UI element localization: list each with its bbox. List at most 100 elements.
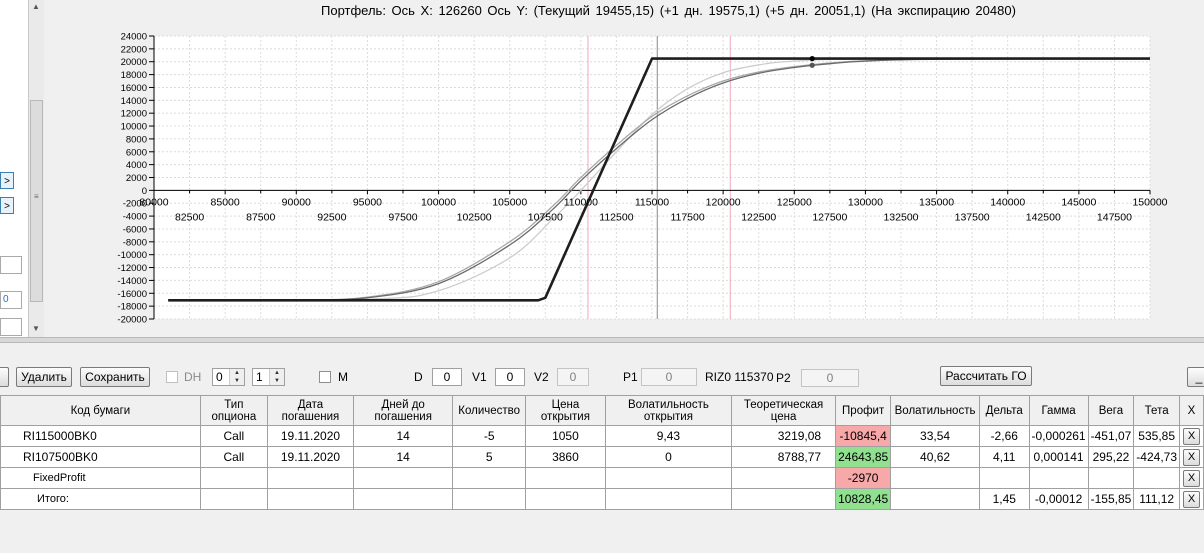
cell-date[interactable] — [266, 488, 355, 510]
toolbar-left-button[interactable] — [0, 367, 9, 387]
cell-vega[interactable]: -155,85 — [1087, 488, 1135, 510]
cell-code[interactable]: RI107500BK0 — [0, 446, 201, 468]
cell-quantity[interactable]: 5 — [452, 446, 527, 468]
header-profit[interactable]: Профит — [835, 395, 892, 426]
table-row[interactable]: RI107500BK0 Call 19.11.2020 14 5 3860 0 … — [0, 446, 1204, 468]
p1-input[interactable]: 0 — [641, 368, 697, 386]
minimize-button[interactable]: _ — [1187, 367, 1204, 387]
cell-gamma[interactable]: -0,000261 — [1028, 425, 1089, 447]
cell-date[interactable] — [266, 467, 355, 489]
cell-date[interactable]: 19.11.2020 — [266, 425, 355, 447]
cell-open-price[interactable] — [525, 488, 606, 510]
cell-code[interactable]: Итого: — [0, 488, 201, 510]
cell-theoretical-price[interactable] — [731, 488, 837, 510]
cell-code[interactable]: FixedProfit — [0, 467, 201, 489]
cell-gamma[interactable] — [1028, 467, 1089, 489]
cell-quantity[interactable] — [452, 467, 527, 489]
p2-input[interactable]: 0 — [801, 369, 859, 387]
header-vega[interactable]: Вега — [1087, 395, 1135, 426]
cell-open-price[interactable] — [525, 467, 606, 489]
calculate-go-button[interactable]: Рассчитать ГО — [940, 366, 1032, 386]
cell-open-volatility[interactable] — [604, 467, 733, 489]
header-volatility[interactable]: Волатильность — [890, 395, 980, 426]
spin-arrows-icon[interactable]: ▲ ▼ — [229, 369, 244, 385]
left-input-2[interactable]: 0 — [0, 291, 22, 309]
header-theta[interactable]: Тета — [1133, 395, 1180, 426]
cell-volatility[interactable]: 40,62 — [890, 446, 980, 468]
cell-open-volatility[interactable] — [604, 488, 733, 510]
cell-volatility[interactable] — [890, 488, 980, 510]
header-open-volatility[interactable]: Волатильность открытия — [604, 395, 733, 426]
save-button[interactable]: Сохранить — [80, 367, 150, 387]
table-row[interactable]: RI115000BK0 Call 19.11.2020 14 -5 1050 9… — [0, 425, 1204, 447]
cell-delta[interactable]: 1,45 — [978, 488, 1030, 510]
horizontal-splitter[interactable] — [0, 337, 1204, 343]
cell-days[interactable]: 14 — [352, 446, 454, 468]
table-row[interactable]: FixedProfit -2970 X — [0, 467, 1204, 489]
spin-input-1[interactable]: 0 ▲ ▼ — [212, 368, 245, 386]
cell-vega[interactable]: 295,22 — [1087, 446, 1135, 468]
header-gamma[interactable]: Гамма — [1028, 395, 1089, 426]
cell-days[interactable]: 14 — [352, 425, 454, 447]
cell-vega[interactable] — [1087, 467, 1135, 489]
cell-days[interactable] — [352, 488, 454, 510]
scroll-down-icon[interactable]: ▼ — [32, 324, 40, 333]
v2-input[interactable]: 0 — [557, 368, 589, 386]
remove-row-button[interactable]: X — [1183, 469, 1200, 487]
header-quantity[interactable]: Количество — [452, 395, 527, 426]
header-theoretical-price[interactable]: Теоретическая цена — [731, 395, 837, 426]
cell-theoretical-price[interactable]: 3219,08 — [731, 425, 837, 447]
move-right-button-1[interactable]: > — [0, 172, 14, 189]
cell-theta[interactable]: 535,85 — [1133, 425, 1180, 447]
cell-type[interactable] — [199, 488, 268, 510]
scrollbar-thumb[interactable]: ≡ — [30, 100, 43, 302]
header-option-type[interactable]: Тип опциона — [199, 395, 268, 426]
v1-input[interactable]: 0 — [495, 368, 525, 386]
cell-open-price[interactable]: 1050 — [525, 425, 606, 447]
header-expiry-date[interactable]: Дата погашения — [266, 395, 355, 426]
left-input-3[interactable] — [0, 318, 22, 336]
cell-open-volatility[interactable]: 9,43 — [604, 425, 733, 447]
header-x[interactable]: X — [1179, 395, 1204, 426]
header-delta[interactable]: Дельта — [978, 395, 1030, 426]
payoff-chart[interactable]: 2400022000200001800016000140001200010000… — [44, 0, 1204, 337]
cell-theta[interactable]: 111,12 — [1133, 488, 1180, 510]
delete-button[interactable]: Удалить — [16, 367, 72, 387]
cell-theta[interactable] — [1133, 467, 1180, 489]
header-open-price[interactable]: Цена открытия — [525, 395, 606, 426]
spin-arrows-icon[interactable]: ▲ ▼ — [269, 369, 284, 385]
cell-type[interactable] — [199, 467, 268, 489]
cell-open-price[interactable]: 3860 — [525, 446, 606, 468]
dh-checkbox[interactable] — [166, 371, 178, 383]
cell-profit[interactable]: 24643,85 — [835, 446, 892, 468]
m-checkbox[interactable] — [319, 371, 331, 383]
remove-row-button[interactable]: X — [1183, 448, 1200, 466]
cell-theoretical-price[interactable] — [731, 467, 837, 489]
move-right-button-2[interactable]: > — [0, 197, 14, 214]
cell-profit[interactable]: -2970 — [835, 467, 892, 489]
header-security-code[interactable]: Код бумаги — [0, 395, 201, 426]
cell-theta[interactable]: -424,73 — [1133, 446, 1180, 468]
left-panel-scrollbar[interactable]: ▲ ≡ ▼ — [29, 0, 44, 337]
cell-delta[interactable]: -2,66 — [978, 425, 1030, 447]
left-input-1[interactable] — [0, 256, 22, 274]
spin-input-2[interactable]: 1 ▲ ▼ — [252, 368, 285, 386]
remove-row-button[interactable]: X — [1183, 427, 1200, 445]
cell-vega[interactable]: -451,07 — [1087, 425, 1135, 447]
cell-date[interactable]: 19.11.2020 — [266, 446, 355, 468]
cell-days[interactable] — [352, 467, 454, 489]
scroll-up-icon[interactable]: ▲ — [32, 2, 40, 11]
cell-gamma[interactable]: 0,000141 — [1028, 446, 1089, 468]
cell-delta[interactable]: 4,11 — [978, 446, 1030, 468]
cell-profit[interactable]: -10845,4 — [835, 425, 892, 447]
d-input[interactable]: 0 — [432, 368, 462, 386]
cell-volatility[interactable] — [890, 467, 980, 489]
cell-gamma[interactable]: -0,00012 — [1028, 488, 1089, 510]
cell-open-volatility[interactable]: 0 — [604, 446, 733, 468]
table-row-total[interactable]: Итого: 10828,45 1,45 -0,00012 -155,85 11… — [0, 488, 1204, 510]
cell-quantity[interactable]: -5 — [452, 425, 527, 447]
cell-type[interactable]: Call — [199, 425, 268, 447]
cell-code[interactable]: RI115000BK0 — [0, 425, 201, 447]
cell-profit[interactable]: 10828,45 — [835, 488, 892, 510]
cell-quantity[interactable] — [452, 488, 527, 510]
